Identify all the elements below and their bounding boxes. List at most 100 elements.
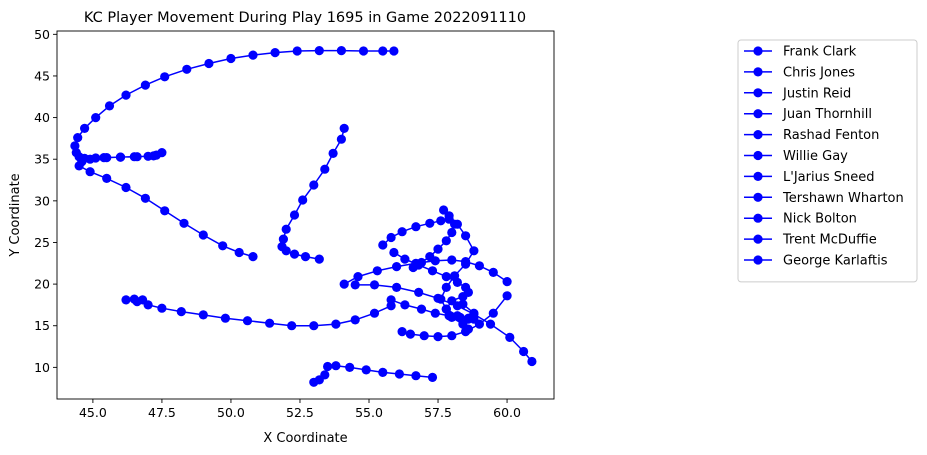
series-4 xyxy=(309,361,438,387)
data-point xyxy=(182,64,192,74)
data-point xyxy=(369,308,380,318)
data-point xyxy=(441,272,451,282)
data-point xyxy=(414,260,424,270)
data-point xyxy=(218,241,228,251)
legend-label: Justin Reid xyxy=(782,86,851,101)
data-point xyxy=(73,133,83,143)
data-point xyxy=(160,72,170,82)
data-point xyxy=(350,280,360,290)
data-point xyxy=(405,329,415,339)
data-point xyxy=(140,193,150,203)
data-point xyxy=(289,249,300,259)
x-tick-label: 50.0 xyxy=(217,405,245,420)
legend-marker xyxy=(753,255,763,265)
legend-marker xyxy=(753,130,763,140)
data-point xyxy=(320,164,330,174)
data-point xyxy=(447,255,457,265)
data-point xyxy=(488,308,498,318)
data-point xyxy=(447,296,457,306)
data-point xyxy=(392,282,402,292)
data-point xyxy=(314,46,324,56)
legend-entry: Trent McDuffie xyxy=(744,233,877,248)
x-tick-label: 52.5 xyxy=(286,405,314,420)
data-point xyxy=(452,277,462,287)
data-point xyxy=(447,331,457,341)
data-point xyxy=(425,252,435,262)
data-point xyxy=(220,313,230,323)
legend-label: George Karlaftis xyxy=(783,254,888,269)
data-point xyxy=(358,46,369,56)
legend-marker xyxy=(753,150,763,161)
data-point xyxy=(361,365,371,375)
data-point xyxy=(314,254,324,264)
data-point xyxy=(502,277,512,287)
data-point xyxy=(339,123,349,133)
data-point xyxy=(436,216,446,226)
legend-marker xyxy=(753,213,763,223)
data-point xyxy=(444,211,454,221)
data-point xyxy=(345,362,355,372)
y-tick-label: 40 xyxy=(34,110,50,125)
data-point xyxy=(463,324,473,334)
data-point xyxy=(179,218,189,228)
data-point xyxy=(427,266,438,276)
data-point xyxy=(447,312,457,322)
y-tick-label: 45 xyxy=(34,68,50,83)
data-point xyxy=(474,261,484,271)
legend-label: Tershawn Wharton xyxy=(782,191,904,206)
x-tick-label: 47.5 xyxy=(148,405,176,420)
data-point xyxy=(157,303,167,313)
data-point xyxy=(99,153,109,163)
data-point xyxy=(419,331,429,341)
legend-label: Trent McDuffie xyxy=(782,233,877,248)
data-point xyxy=(400,300,410,310)
series-3 xyxy=(121,294,396,331)
data-point xyxy=(427,372,438,382)
data-point xyxy=(281,224,291,234)
plot-frame xyxy=(56,30,555,400)
legend-entry: Chris Jones xyxy=(744,65,855,80)
data-point xyxy=(132,297,142,307)
legend-marker xyxy=(753,88,763,98)
data-point xyxy=(411,222,421,232)
legend-entry: Willie Gay xyxy=(744,149,848,164)
y-tick-label: 30 xyxy=(34,193,50,208)
data-point xyxy=(160,206,170,216)
data-point xyxy=(132,152,142,162)
data-point xyxy=(469,246,479,256)
y-axis: 10 15 20 25 30 35 40 45 50 xyxy=(34,27,57,375)
data-point xyxy=(242,316,253,326)
data-point xyxy=(289,210,300,220)
data-point xyxy=(397,227,407,237)
legend-label: L'Jarius Sneed xyxy=(783,170,874,185)
legend-marker xyxy=(753,46,763,56)
x-tick-label: 45.0 xyxy=(79,405,107,420)
legend-marker xyxy=(753,109,763,119)
series-5 xyxy=(339,255,512,289)
data-point xyxy=(416,304,427,314)
series-0 xyxy=(70,46,399,262)
data-point xyxy=(411,371,421,381)
data-point xyxy=(265,318,275,328)
data-point xyxy=(300,252,311,262)
chart-title: KC Player Movement During Play 1695 in G… xyxy=(84,10,526,26)
data-point xyxy=(353,272,363,282)
data-point xyxy=(505,332,515,342)
legend-entry: Juan Thornhill xyxy=(744,107,872,122)
data-point xyxy=(485,319,496,329)
data-point xyxy=(452,219,462,229)
data-point xyxy=(436,294,446,304)
legend-box xyxy=(737,39,918,283)
legend-marker xyxy=(753,67,763,77)
data-point xyxy=(378,240,388,250)
data-point xyxy=(248,50,258,60)
data-point xyxy=(386,232,396,243)
data-point xyxy=(323,361,333,372)
legend-entry: L'Jarius Sneed xyxy=(744,170,874,185)
legend-entry: Nick Bolton xyxy=(744,212,857,227)
data-point xyxy=(115,152,126,162)
data-point xyxy=(336,46,346,56)
data-point xyxy=(425,218,435,228)
legend-entry: Tershawn Wharton xyxy=(744,191,904,206)
